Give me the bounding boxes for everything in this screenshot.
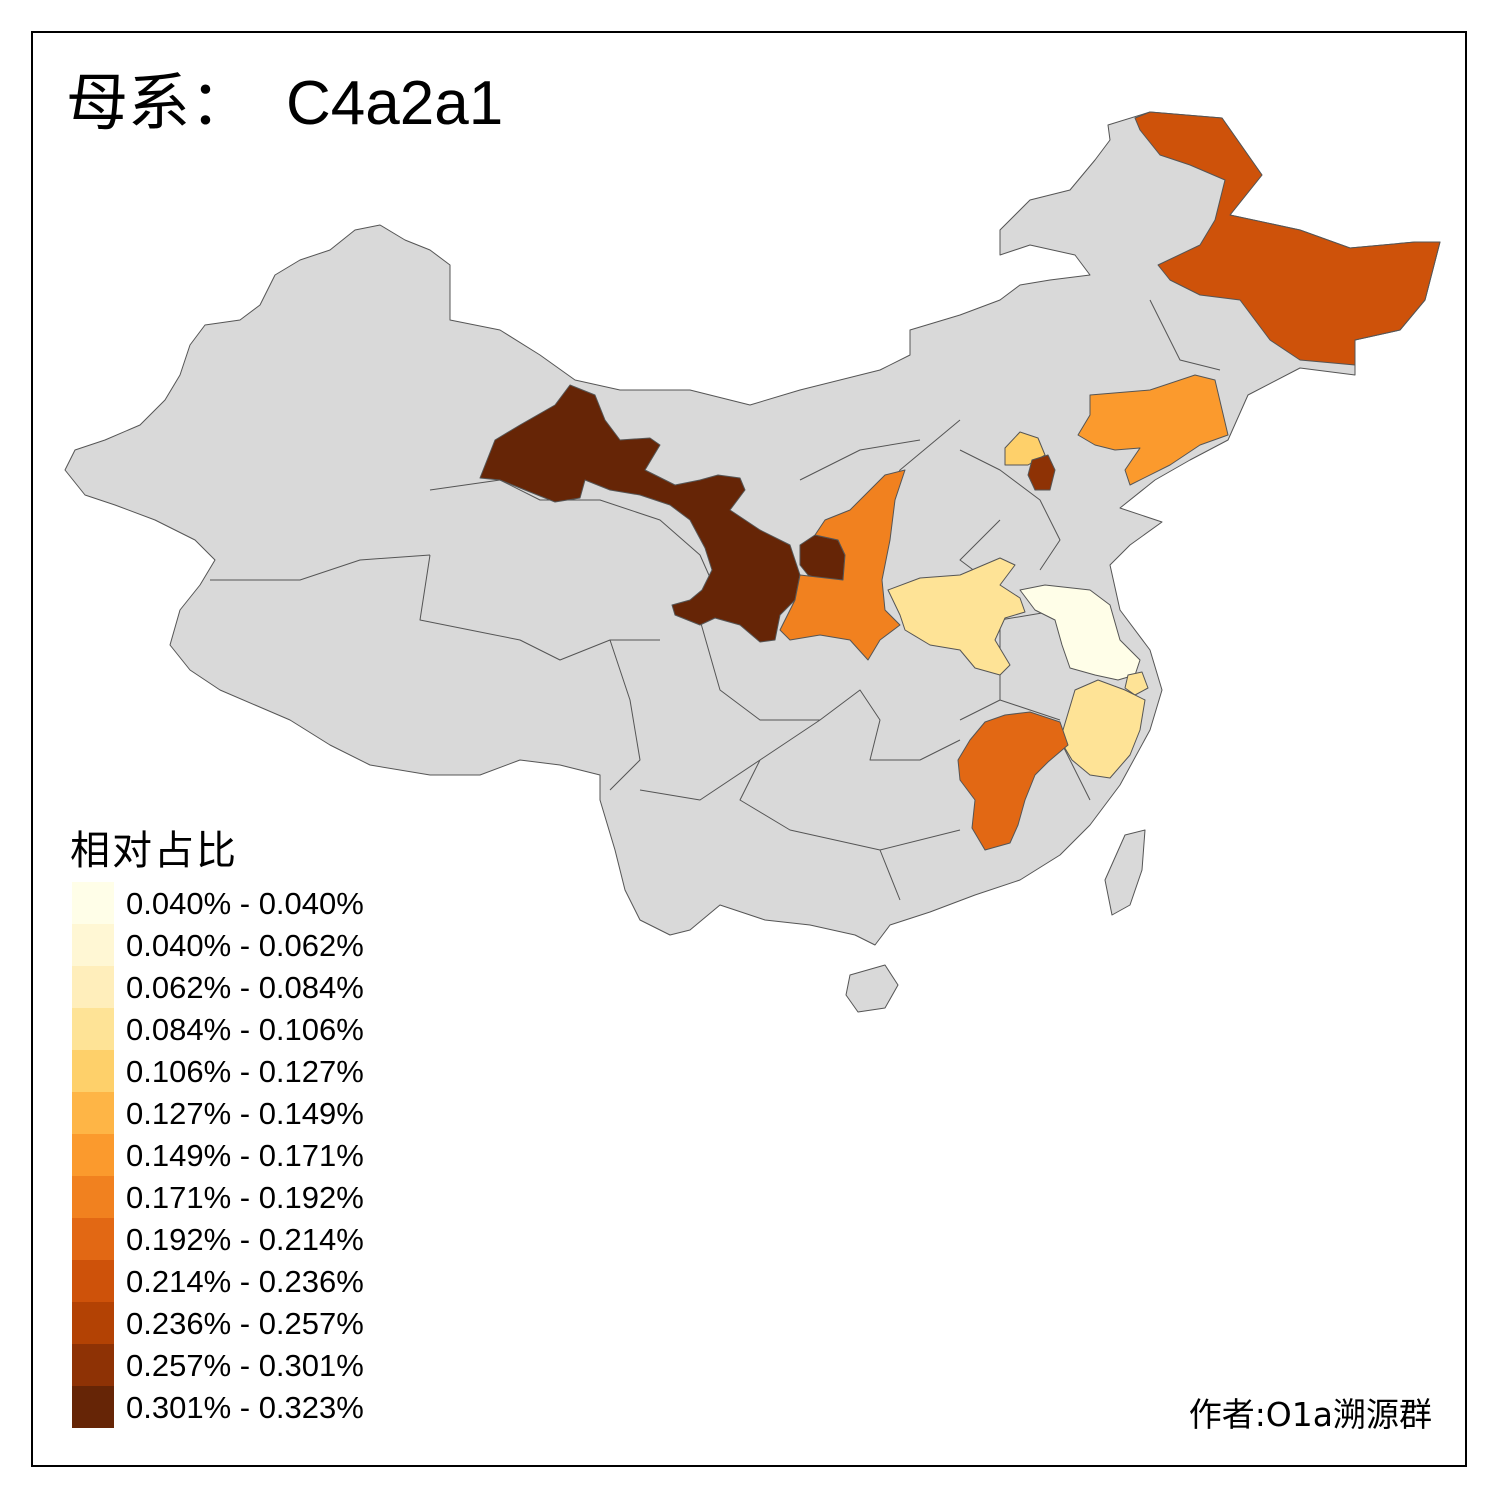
legend-item: 0.171% - 0.192%	[72, 1176, 412, 1218]
legend-label: 0.171% - 0.192%	[126, 1180, 364, 1215]
legend-item: 0.301% - 0.323%	[72, 1386, 412, 1428]
legend-item: 0.236% - 0.257%	[72, 1302, 412, 1344]
legend-item: 0.106% - 0.127%	[72, 1050, 412, 1092]
legend-label: 0.214% - 0.236%	[126, 1264, 364, 1299]
region-henan	[887, 557, 1026, 676]
region-gansu	[479, 384, 801, 643]
region-beijing	[1004, 431, 1046, 466]
legend-item: 0.149% - 0.171%	[72, 1134, 412, 1176]
legend-label: 0.257% - 0.301%	[126, 1348, 364, 1383]
author-credit: 作者:O1a溯源群	[1188, 1395, 1432, 1434]
legend-label: 0.301% - 0.323%	[126, 1390, 364, 1425]
legend-swatch	[72, 882, 114, 924]
legend-label: 0.106% - 0.127%	[126, 1054, 364, 1089]
legend-swatch	[72, 1134, 114, 1176]
legend-label: 0.040% - 0.040%	[126, 886, 364, 921]
legend-item: 0.192% - 0.214%	[72, 1218, 412, 1260]
legend-item: 0.040% - 0.062%	[72, 924, 412, 966]
region-liaoning	[1077, 374, 1229, 486]
legend-label: 0.040% - 0.062%	[126, 928, 364, 963]
region-jiangsu	[1019, 584, 1141, 681]
region-tianjin	[1027, 454, 1056, 491]
legend-label: 0.236% - 0.257%	[126, 1306, 364, 1341]
legend-swatch	[72, 1008, 114, 1050]
legend-swatch	[72, 1050, 114, 1092]
legend-item: 0.084% - 0.106%	[72, 1008, 412, 1050]
legend-swatch	[72, 1344, 114, 1386]
title-prefix: 母系：	[66, 66, 253, 139]
legend-label: 0.149% - 0.171%	[126, 1138, 364, 1173]
legend-item: 0.062% - 0.084%	[72, 966, 412, 1008]
legend-label: 0.192% - 0.214%	[126, 1222, 364, 1257]
legend: 0.040% - 0.040% 0.040% - 0.062% 0.062% - 0…	[72, 882, 412, 1428]
legend-item: 0.257% - 0.301%	[72, 1344, 412, 1386]
legend-label: 0.084% - 0.106%	[126, 1012, 364, 1047]
legend-swatch	[72, 924, 114, 966]
legend-item: 0.214% - 0.236%	[72, 1260, 412, 1302]
legend-label: 0.127% - 0.149%	[126, 1096, 364, 1131]
region-jiangxi	[957, 711, 1069, 851]
region-shaanxi	[779, 469, 906, 661]
region-heilongjiang	[1134, 111, 1441, 366]
legend-swatch	[72, 1386, 114, 1428]
legend-swatch	[72, 1260, 114, 1302]
legend-swatch	[72, 1176, 114, 1218]
legend-item: 0.040% - 0.040%	[72, 882, 412, 924]
map-frame	[31, 31, 1467, 1467]
legend-swatch	[72, 1092, 114, 1134]
legend-title: 相对占比	[70, 828, 238, 874]
title-haplogroup: C4a2a1	[286, 69, 504, 138]
legend-label: 0.062% - 0.084%	[126, 970, 364, 1005]
map-title: 母系： C4a2a1	[66, 72, 503, 135]
legend-swatch	[72, 1302, 114, 1344]
legend-item: 0.127% - 0.149%	[72, 1092, 412, 1134]
legend-swatch	[72, 1218, 114, 1260]
region-shanghai	[1124, 671, 1149, 696]
legend-swatch	[72, 966, 114, 1008]
region-zhejiang	[1059, 679, 1146, 779]
